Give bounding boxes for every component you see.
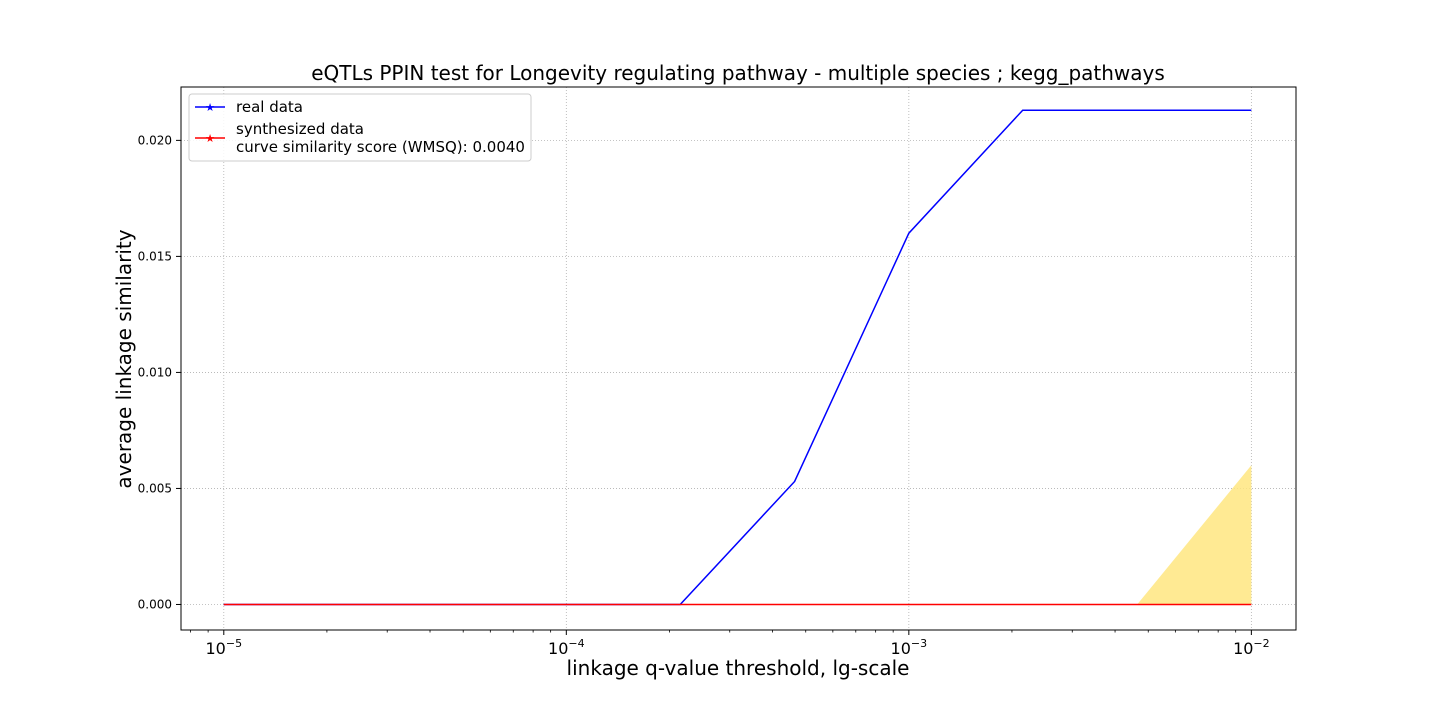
y-tick-label: 0.005 <box>138 481 172 495</box>
chart-title: eQTLs PPIN test for Longevity regulating… <box>311 61 1165 85</box>
y-tick-label: 0.020 <box>138 133 172 147</box>
legend-star-marker: ★ <box>205 101 215 114</box>
x-tick-label: 10−4 <box>548 637 585 658</box>
legend-score-text: curve similarity score (WMSQ): 0.0040 <box>236 138 525 156</box>
y-tick-label: 0.000 <box>138 597 172 611</box>
legend-star-marker: ★ <box>205 132 215 145</box>
legend-box <box>188 93 532 162</box>
y-tick-label: 0.015 <box>138 249 172 263</box>
plot-frame <box>180 86 1297 631</box>
y-tick-label: 0.010 <box>138 365 172 379</box>
x-tick-label: 10−2 <box>1233 637 1270 658</box>
legend-label-synthesized-data: synthesized data <box>236 120 364 138</box>
x-axis-label: linkage q-value threshold, lg-scale <box>567 656 910 680</box>
legend-label-real-data: real data <box>236 98 303 116</box>
y-axis-label: average linkage similarity <box>112 229 136 488</box>
x-tick-label: 10−5 <box>206 637 243 658</box>
synthesized-band <box>1137 465 1252 605</box>
x-tick-label: 10−3 <box>891 637 928 658</box>
